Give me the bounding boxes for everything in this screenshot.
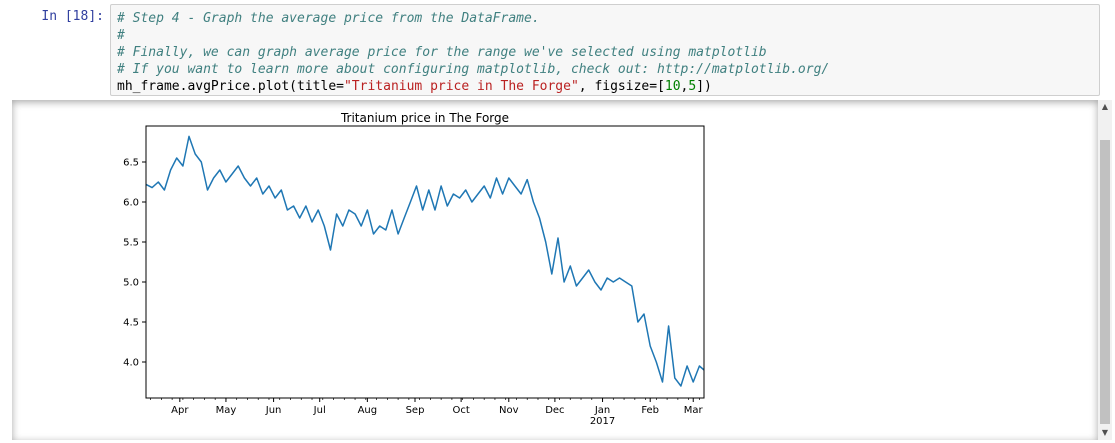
scroll-down-arrow-icon[interactable]: ▼ xyxy=(1101,428,1109,437)
code-token: ]) xyxy=(696,79,712,94)
x-tick-label: Oct xyxy=(452,405,469,416)
code-token: , figsize=[ xyxy=(578,79,665,94)
plot-frame xyxy=(145,125,705,399)
output-scrollbar[interactable]: ▲ ▼ xyxy=(1098,100,1112,440)
code-line: # Step 4 - Graph the average price from … xyxy=(117,10,1093,27)
code-line: # xyxy=(117,27,1093,44)
y-tick-label: 5.5 xyxy=(123,238,139,249)
x-tick-sublabel: 2017 xyxy=(590,416,615,427)
code-line: mh_frame.avgPrice.plot(title="Tritanium … xyxy=(117,78,1093,95)
scroll-thumb[interactable] xyxy=(1100,140,1110,424)
x-tick-label: Jun xyxy=(265,405,282,416)
code-token: # xyxy=(117,28,125,43)
x-tick-label: Aug xyxy=(358,405,378,416)
y-tick-label: 6.0 xyxy=(123,198,139,209)
x-tick-label: Dec xyxy=(545,405,564,416)
x-tick-label: May xyxy=(216,405,237,416)
code-line: # If you want to learn more about config… xyxy=(117,61,1093,78)
y-tick-label: 4.5 xyxy=(123,318,139,329)
x-tick-label: Feb xyxy=(641,405,659,416)
code-token: 10 xyxy=(664,79,681,94)
code-token: # Step 4 - Graph the average price from … xyxy=(117,11,540,26)
x-tick-label: Apr xyxy=(171,405,189,416)
code-token: mh_frame.avgPrice.plot(title= xyxy=(117,79,344,94)
line-chart: Tritanium price in The Forge 4.0 4.5 5.0 5.5… xyxy=(123,111,705,427)
scroll-up-arrow-icon[interactable]: ▲ xyxy=(1101,102,1109,111)
chart-title: Tritanium price in The Forge xyxy=(340,111,509,125)
code-token: # If you want to learn more about config… xyxy=(117,62,830,77)
x-tick-label: Jul xyxy=(313,405,326,416)
x-tick-label: Nov xyxy=(499,405,519,416)
y-tick-label: 6.5 xyxy=(123,158,139,169)
code-line: # Finally, we can graph average price fo… xyxy=(117,44,1093,61)
x-tick-label: Mar xyxy=(684,405,704,416)
y-tick-label: 5.0 xyxy=(123,278,139,289)
output-area: Tritanium price in The Forge 4.0 4.5 5.0 5.5… xyxy=(12,100,1098,440)
code-input-area[interactable]: # Step 4 - Graph the average price from … xyxy=(110,4,1100,96)
code-token: # Finally, we can graph average price fo… xyxy=(117,45,767,60)
y-tick-label: 4.0 xyxy=(123,358,139,369)
x-tick-label: Jan xyxy=(594,405,610,416)
code-token: , xyxy=(680,79,689,94)
code-token: "Tritanium price in The Forge" xyxy=(343,79,579,94)
x-tick-label: Sep xyxy=(406,405,425,416)
cell-prompt: In [18]: xyxy=(41,9,104,24)
series-line xyxy=(145,135,705,387)
code-token: 5 xyxy=(688,79,697,94)
